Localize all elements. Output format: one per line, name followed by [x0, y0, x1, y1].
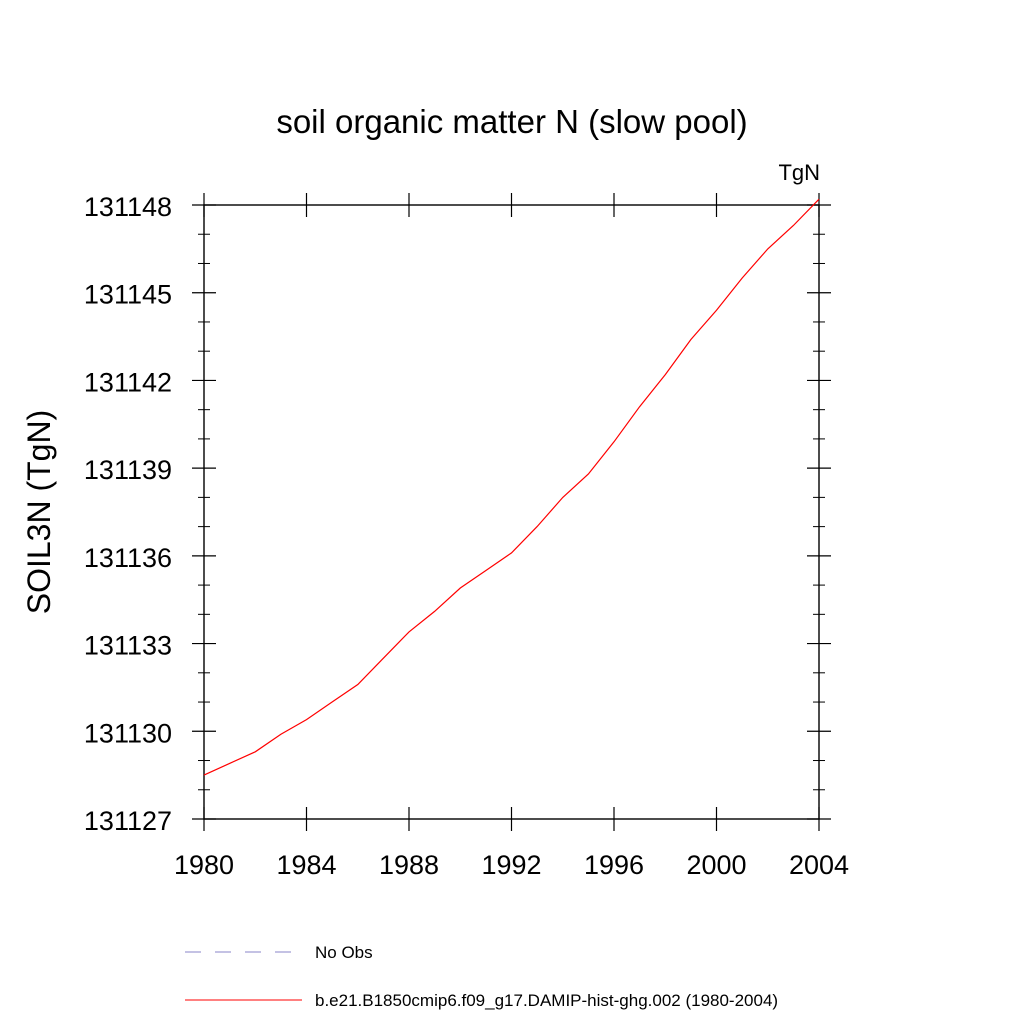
series-line — [203, 198, 820, 776]
units-label: TgN — [778, 160, 820, 185]
y-tick-label: 131139 — [84, 455, 172, 485]
legend-label: No Obs — [315, 943, 373, 962]
x-tick-label: 1988 — [379, 850, 439, 880]
legend-label: b.e21.B1850cmip6.f09_g17.DAMIP-hist-ghg.… — [315, 991, 778, 1010]
x-tick-label: 1992 — [481, 850, 541, 880]
x-tick-label: 2000 — [686, 850, 746, 880]
x-tick-label: 1980 — [174, 850, 234, 880]
x-tick-label: 2004 — [789, 850, 849, 880]
y-tick-label: 131127 — [84, 806, 172, 836]
y-tick-label: 131145 — [84, 280, 172, 310]
series-group — [203, 198, 820, 776]
y-tick-label: 131148 — [84, 192, 172, 222]
y-tick-labels: 131127 131130 131133 131136 131139 131142 1311… — [84, 192, 172, 836]
y-tick-label: 131130 — [84, 718, 172, 748]
y-tick-label: 131133 — [84, 631, 172, 661]
y-axis-label: SOIL3N (TgN) — [21, 410, 57, 614]
legend: No Obs b.e21.B1850cmip6.f09_g17.DAMIP-his… — [185, 943, 778, 1010]
y-tick-label: 131136 — [84, 543, 172, 573]
x-tick-label: 1984 — [276, 850, 336, 880]
x-tick-label: 1996 — [584, 850, 644, 880]
y-tick-label: 131142 — [84, 367, 172, 397]
axis-ticks — [192, 193, 831, 831]
x-tick-labels: 1980 1984 1988 1992 1996 2000 2004 — [174, 850, 849, 880]
chart-title: soil organic matter N (slow pool) — [276, 103, 747, 140]
